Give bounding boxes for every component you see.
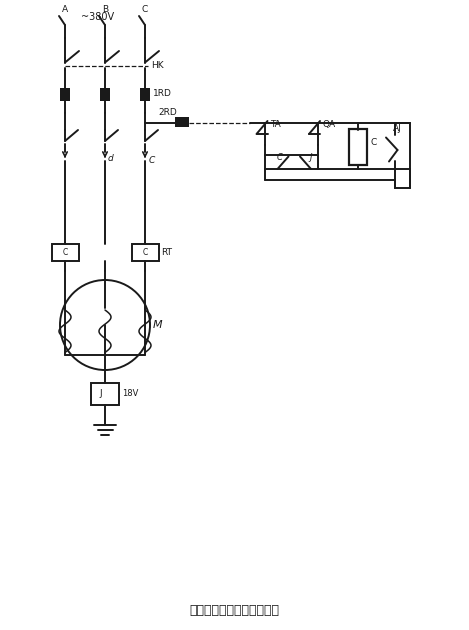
Text: HK: HK (151, 62, 164, 71)
Text: C: C (371, 138, 377, 147)
Text: 简单星形零序电压断相保护: 简单星形零序电压断相保护 (189, 605, 280, 617)
Text: C: C (277, 154, 282, 163)
Text: 18V: 18V (122, 389, 139, 399)
Text: C: C (142, 5, 148, 14)
Text: ~380V: ~380V (81, 13, 114, 23)
Bar (60, 88, 70, 101)
Text: C: C (149, 156, 155, 166)
Text: B: B (102, 5, 108, 14)
Text: QA: QA (323, 120, 336, 129)
Text: RT: RT (161, 248, 172, 257)
Text: C: C (62, 248, 68, 257)
Text: C: C (143, 248, 148, 257)
Text: M: M (153, 320, 163, 330)
Text: AJ: AJ (393, 124, 401, 133)
Bar (348, 130, 366, 166)
Bar (131, 244, 159, 261)
Text: J: J (100, 389, 102, 399)
Bar (52, 244, 78, 261)
Bar (175, 118, 189, 127)
Text: 1RD: 1RD (152, 89, 171, 98)
Text: A: A (62, 5, 68, 14)
Text: d: d (108, 154, 114, 163)
Text: J: J (309, 154, 311, 163)
Text: 2RD: 2RD (158, 108, 177, 117)
Bar (100, 88, 110, 101)
Circle shape (60, 280, 150, 370)
Text: TA: TA (270, 120, 281, 129)
Bar (140, 88, 150, 101)
Bar (91, 383, 119, 405)
